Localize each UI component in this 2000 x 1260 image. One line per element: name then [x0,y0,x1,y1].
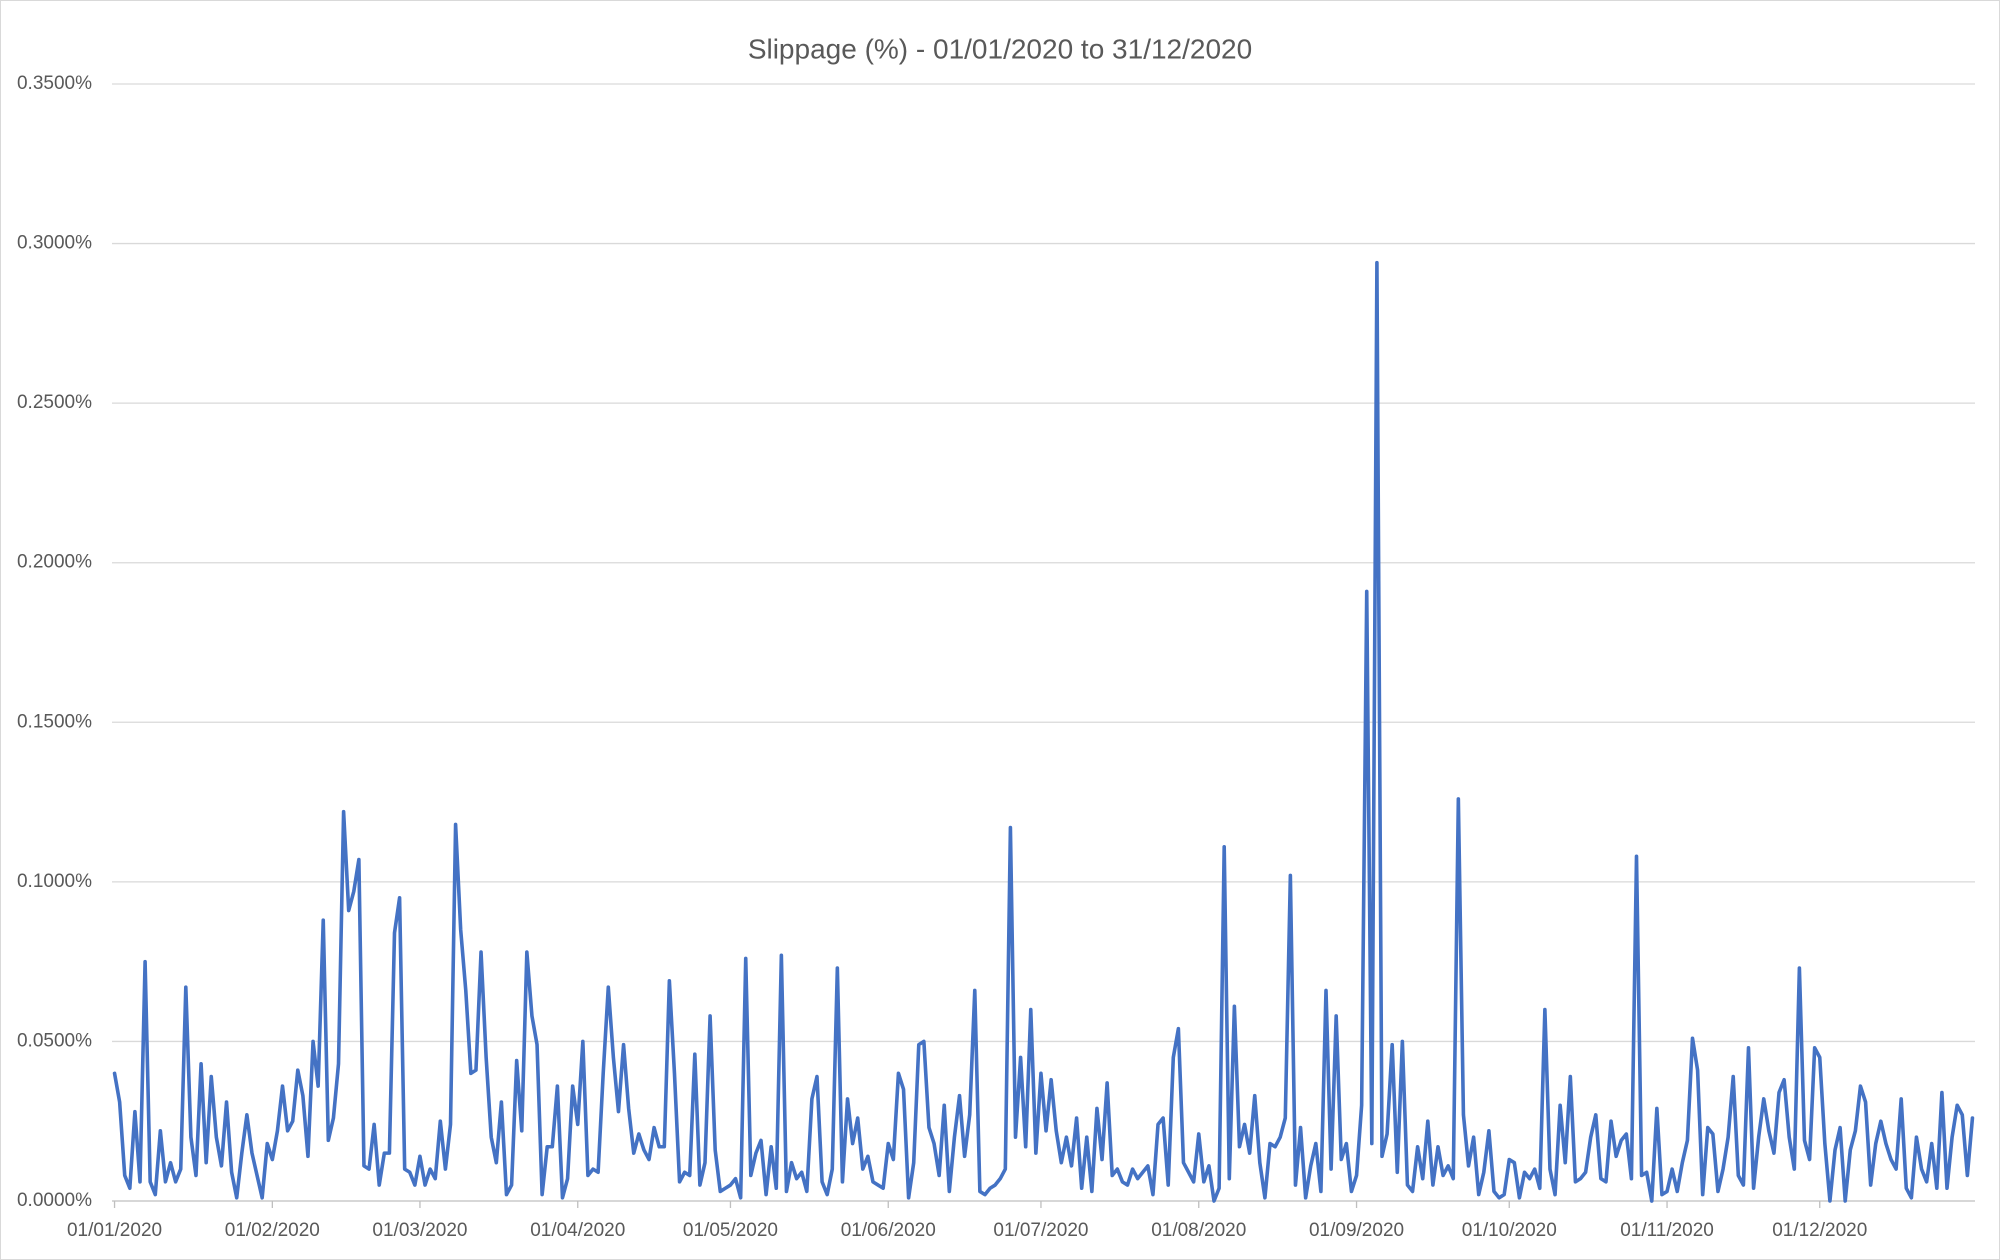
x-tick-label: 01/10/2020 [1462,1220,1557,1241]
x-tick-label: 01/06/2020 [841,1220,936,1241]
x-tick-label: 01/04/2020 [530,1220,625,1241]
x-tick-label: 01/08/2020 [1151,1220,1246,1241]
x-tick-label: 01/12/2020 [1772,1220,1867,1241]
y-tick-label: 0.2500% [17,392,92,413]
y-tick-label: 0.1500% [17,711,92,732]
x-tick-label: 01/01/2020 [67,1220,162,1241]
y-tick-label: 0.0500% [17,1030,92,1051]
y-tick-label: 0.1000% [17,871,92,892]
y-tick-label: 0.2000% [17,552,92,573]
chart-title: Slippage (%) - 01/01/2020 to 31/12/2020 [748,33,1252,64]
series-line [112,260,1975,1203]
x-tick-label: 01/03/2020 [372,1220,467,1241]
x-tick-label: 01/02/2020 [225,1220,320,1241]
y-tick-label: 0.3000% [17,233,92,254]
x-tick-label: 01/05/2020 [683,1220,778,1241]
x-tick-label: 01/07/2020 [993,1220,1088,1241]
y-tick-label: 0.0000% [17,1190,92,1211]
x-tick-label: 01/11/2020 [1620,1220,1714,1241]
y-tick-label: 0.3500% [17,73,92,94]
x-tick-label: 01/09/2020 [1309,1220,1404,1241]
